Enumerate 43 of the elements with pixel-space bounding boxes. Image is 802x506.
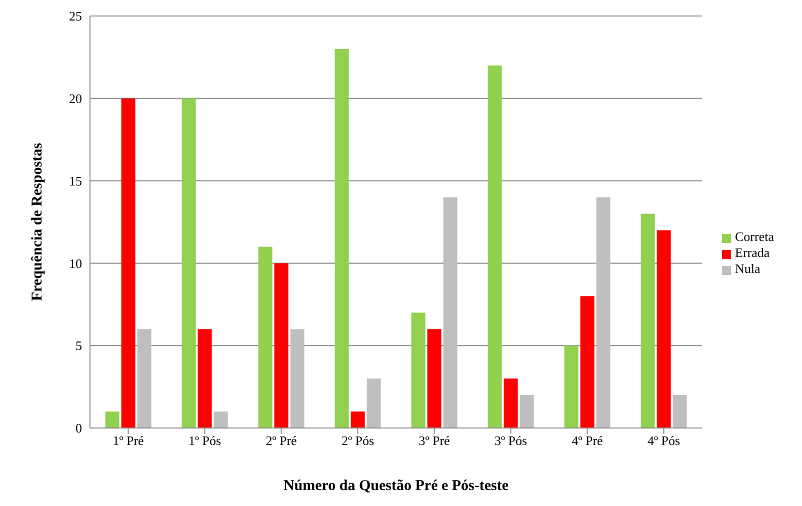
bar [290, 329, 304, 428]
bar [105, 412, 120, 428]
bar [274, 263, 288, 428]
legend-label: Errada [735, 245, 770, 260]
bar [504, 378, 518, 428]
bar [580, 296, 594, 428]
bar [350, 412, 365, 428]
bar [520, 395, 534, 428]
y-tick-label: 5 [76, 338, 82, 354]
bar [182, 98, 196, 428]
bar [137, 329, 152, 428]
bar [564, 346, 578, 428]
legend-label: Correta [735, 229, 774, 244]
y-tick-label: 10 [69, 256, 82, 271]
bar [596, 197, 610, 428]
bar [198, 329, 212, 428]
bar [672, 395, 687, 428]
y-tick-label: 25 [69, 8, 82, 24]
bar [366, 378, 381, 428]
x-tick-label: 3º Pós [494, 433, 528, 448]
bar [411, 312, 426, 428]
x-tick-label: 1º Pós [188, 433, 222, 448]
x-tick-label: 2º Pós [341, 433, 374, 448]
y-tick-label: 20 [69, 91, 82, 106]
y-axis-title: Frequência de Respostas [29, 142, 46, 302]
y-tick-label: 0 [76, 420, 82, 436]
bar [656, 230, 671, 428]
y-tick-label: 15 [69, 173, 82, 188]
bar [121, 98, 136, 428]
x-tick-label: 4º Pós [647, 433, 680, 448]
x-tick-label: 2º Pré [266, 433, 298, 448]
bar [258, 246, 272, 428]
legend-label: Nula [735, 261, 760, 276]
bar [488, 65, 502, 428]
bar [443, 197, 458, 428]
bar [640, 214, 655, 428]
bar [334, 48, 349, 428]
x-tick-label: 3º Pré [418, 433, 450, 448]
x-axis-title: Número da Questão Pré e Pós-teste [283, 478, 509, 494]
bar [427, 329, 442, 428]
bar [214, 412, 228, 428]
x-tick-label: 4º Pré [572, 433, 604, 448]
x-tick-label: 1º Pré [112, 433, 144, 448]
